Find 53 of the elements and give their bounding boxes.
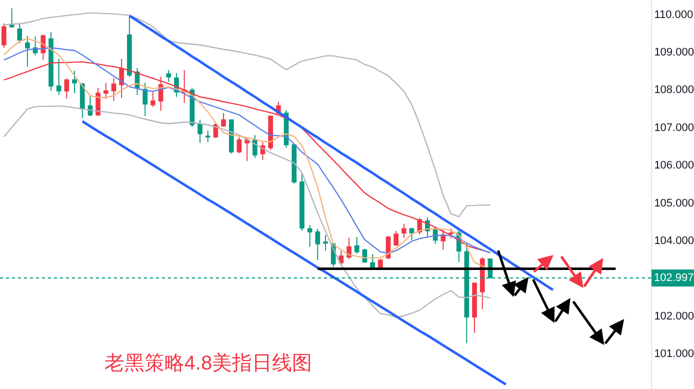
y-tick-label: 109.000 [654,46,694,58]
candlestick [2,22,6,48]
candlestick [252,134,258,158]
candlestick [72,70,77,94]
candlestick [103,82,108,100]
line-series [81,120,508,386]
line-series [3,12,491,218]
candlestick [378,258,383,268]
line-series [128,14,554,292]
candlestick [9,8,14,28]
candlestick [346,237,352,260]
candlestick [300,172,304,232]
candlestick [205,130,210,143]
candlestick [472,282,477,334]
candlestick [228,118,234,154]
y-tick-label: 101.000 [654,348,694,360]
candlestick [409,227,414,241]
candlestick [315,228,320,261]
candlestick [126,15,132,78]
candlestick [111,78,116,102]
y-tick-label: 104.000 [654,234,694,247]
y-tick-label: 110.000 [654,8,694,21]
candlestick [25,35,30,68]
candlestick [370,254,375,268]
candlestick [150,91,156,108]
candlestick [64,78,70,100]
candlestick [323,234,328,252]
y-tick-label: 102.000 [654,310,694,322]
y-tick-label: 105.000 [654,197,694,210]
ref-line-label: 102.997 [654,272,694,284]
candlestick [56,58,62,96]
candlestick [17,22,22,44]
candlestick [244,137,250,162]
y-tick-label: 108.000 [654,84,694,96]
candlestick [354,236,360,254]
candlestick [88,96,93,117]
candlestick [236,136,242,154]
candlestick [182,70,187,104]
candlestick [402,223,406,238]
candlestick [268,116,274,151]
candlestick [198,119,202,144]
candlestick [292,144,297,184]
candlestick [307,224,312,248]
line-series [3,105,491,318]
candlestick [48,32,54,92]
candlestick [221,112,226,128]
text: 老黑策略4.8美指日线图 [104,352,312,375]
candlestick [80,82,85,118]
candlestick [166,70,172,82]
y-tick-label: 106.000 [654,160,694,172]
candlestick [394,230,399,246]
candlestick [142,82,148,117]
y-tick-label: 107.000 [654,122,694,134]
